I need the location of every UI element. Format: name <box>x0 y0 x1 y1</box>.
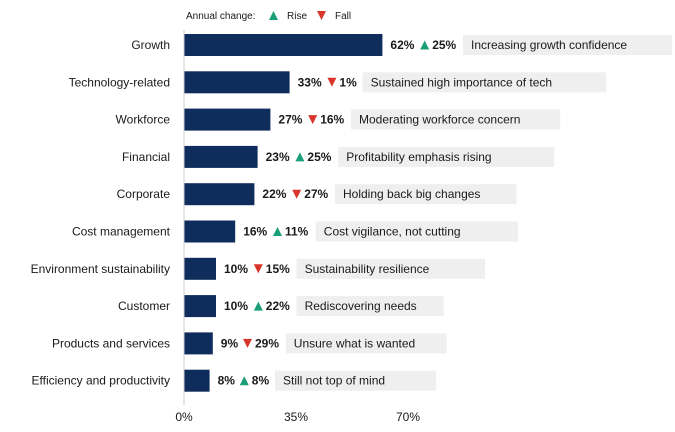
change-label: 25% <box>432 38 456 52</box>
annotation-background <box>463 35 673 55</box>
category-label: Cost management <box>72 225 171 239</box>
bar-row: Financial 23% 25% Profitability emphasis ri… <box>122 145 555 168</box>
fall-arrow-icon <box>292 189 302 199</box>
category-label: Workforce <box>116 113 171 127</box>
bar <box>184 145 258 168</box>
annotation-label: Profitability emphasis rising <box>346 150 491 164</box>
change-label: 16% <box>320 113 344 127</box>
value-label: 27% <box>278 113 302 127</box>
change-label: 22% <box>266 299 290 313</box>
change-label: 29% <box>255 336 279 350</box>
bar-row: Products and services 9% 29% Unsure what is… <box>52 332 447 355</box>
annotation-background <box>285 333 447 354</box>
annotation-background <box>362 72 607 93</box>
category-label: Efficiency and productivity <box>31 374 170 388</box>
value-label: 22% <box>262 187 286 201</box>
bar-row: Corporate 22% 27% Holding back big changes <box>117 183 517 206</box>
bar <box>184 34 383 56</box>
rise-arrow-icon <box>239 376 249 386</box>
x-tick-label: 0% <box>175 410 193 424</box>
change-label: 15% <box>266 262 290 276</box>
annotation-label: Increasing growth confidence <box>471 38 627 52</box>
category-label: Growth <box>131 38 170 52</box>
bar <box>184 332 213 355</box>
chart-legend: Annual change: Rise Fall <box>186 11 351 22</box>
legend-rise-icon <box>269 11 278 20</box>
legend-title: Annual change: <box>186 11 256 22</box>
annotation-background <box>315 221 519 242</box>
annotation-label: Sustainability resilience <box>305 262 430 276</box>
bar-row: Cost management 16% 11% Cost vigilance, not… <box>72 220 519 243</box>
value-label: 16% <box>243 225 267 239</box>
annotation-background <box>338 146 555 167</box>
annotation-background <box>335 184 517 205</box>
legend-fall-icon <box>317 11 326 20</box>
annotation-background <box>296 258 486 279</box>
category-label: Financial <box>122 150 170 164</box>
bar-row: Environment sustainability 10% 15% Sustaina… <box>31 257 486 280</box>
fall-arrow-icon <box>327 77 337 87</box>
value-label: 62% <box>390 38 414 52</box>
annotation-label: Unsure what is wanted <box>294 336 415 350</box>
fall-arrow-icon <box>308 115 318 125</box>
fall-arrow-icon <box>243 338 252 348</box>
bar <box>184 369 210 392</box>
bar-row: Efficiency and productivity 8% 8% Still not… <box>31 369 436 392</box>
x-axis: 0% 35% 70% <box>175 30 420 424</box>
category-label: Technology-related <box>69 75 170 89</box>
change-label: 1% <box>339 75 357 89</box>
annotation-label: Moderating workforce concern <box>359 113 520 127</box>
change-label: 27% <box>304 187 328 201</box>
legend-fall-label: Fall <box>335 11 351 22</box>
value-label: 10% <box>224 262 248 276</box>
category-label: Products and services <box>52 336 170 350</box>
change-label: 25% <box>307 150 331 164</box>
change-label: 8% <box>252 374 270 388</box>
bar <box>184 108 271 131</box>
annotation-label: Cost vigilance, not cutting <box>324 225 461 239</box>
annotation-label: Still not top of mind <box>283 374 385 388</box>
bar <box>184 257 216 280</box>
bar <box>184 220 236 243</box>
bar <box>184 295 216 318</box>
value-label: 9% <box>221 336 239 350</box>
plot-area: Growth 62% 25% Increasing growth confidence… <box>31 34 673 392</box>
legend-rise-label: Rise <box>287 11 307 22</box>
annotation-label: Rediscovering needs <box>305 299 417 313</box>
annotation-label: Sustained high importance of tech <box>371 75 552 89</box>
rise-arrow-icon <box>420 40 430 50</box>
bar-row: Growth 62% 25% Increasing growth confidence <box>131 34 673 56</box>
bar-row: Technology-related 33% 1% Sustained high im… <box>69 71 607 94</box>
value-label: 8% <box>218 374 236 388</box>
bar-row: Customer 10% 22% Rediscovering needs <box>118 295 444 318</box>
rise-arrow-icon <box>273 227 282 236</box>
category-label: Environment sustainability <box>31 262 170 276</box>
bar <box>184 71 290 94</box>
change-label: 11% <box>285 225 309 239</box>
annotation-background <box>275 370 436 391</box>
x-tick-label: 35% <box>284 410 308 424</box>
value-label: 10% <box>224 299 248 313</box>
annotation-label: Holding back big changes <box>343 187 480 201</box>
annotation-background <box>351 109 561 130</box>
rise-arrow-icon <box>253 301 263 311</box>
value-label: 23% <box>266 150 290 164</box>
rise-arrow-icon <box>295 152 305 162</box>
annotation-background <box>296 296 444 317</box>
bar <box>184 183 255 206</box>
bar-row: Workforce 27% 16% Moderating workforce conc… <box>116 108 561 131</box>
fall-arrow-icon <box>253 264 263 274</box>
category-label: Customer <box>118 299 170 313</box>
x-tick-label: 70% <box>396 410 420 424</box>
value-label: 33% <box>298 75 322 89</box>
category-label: Corporate <box>117 187 171 201</box>
